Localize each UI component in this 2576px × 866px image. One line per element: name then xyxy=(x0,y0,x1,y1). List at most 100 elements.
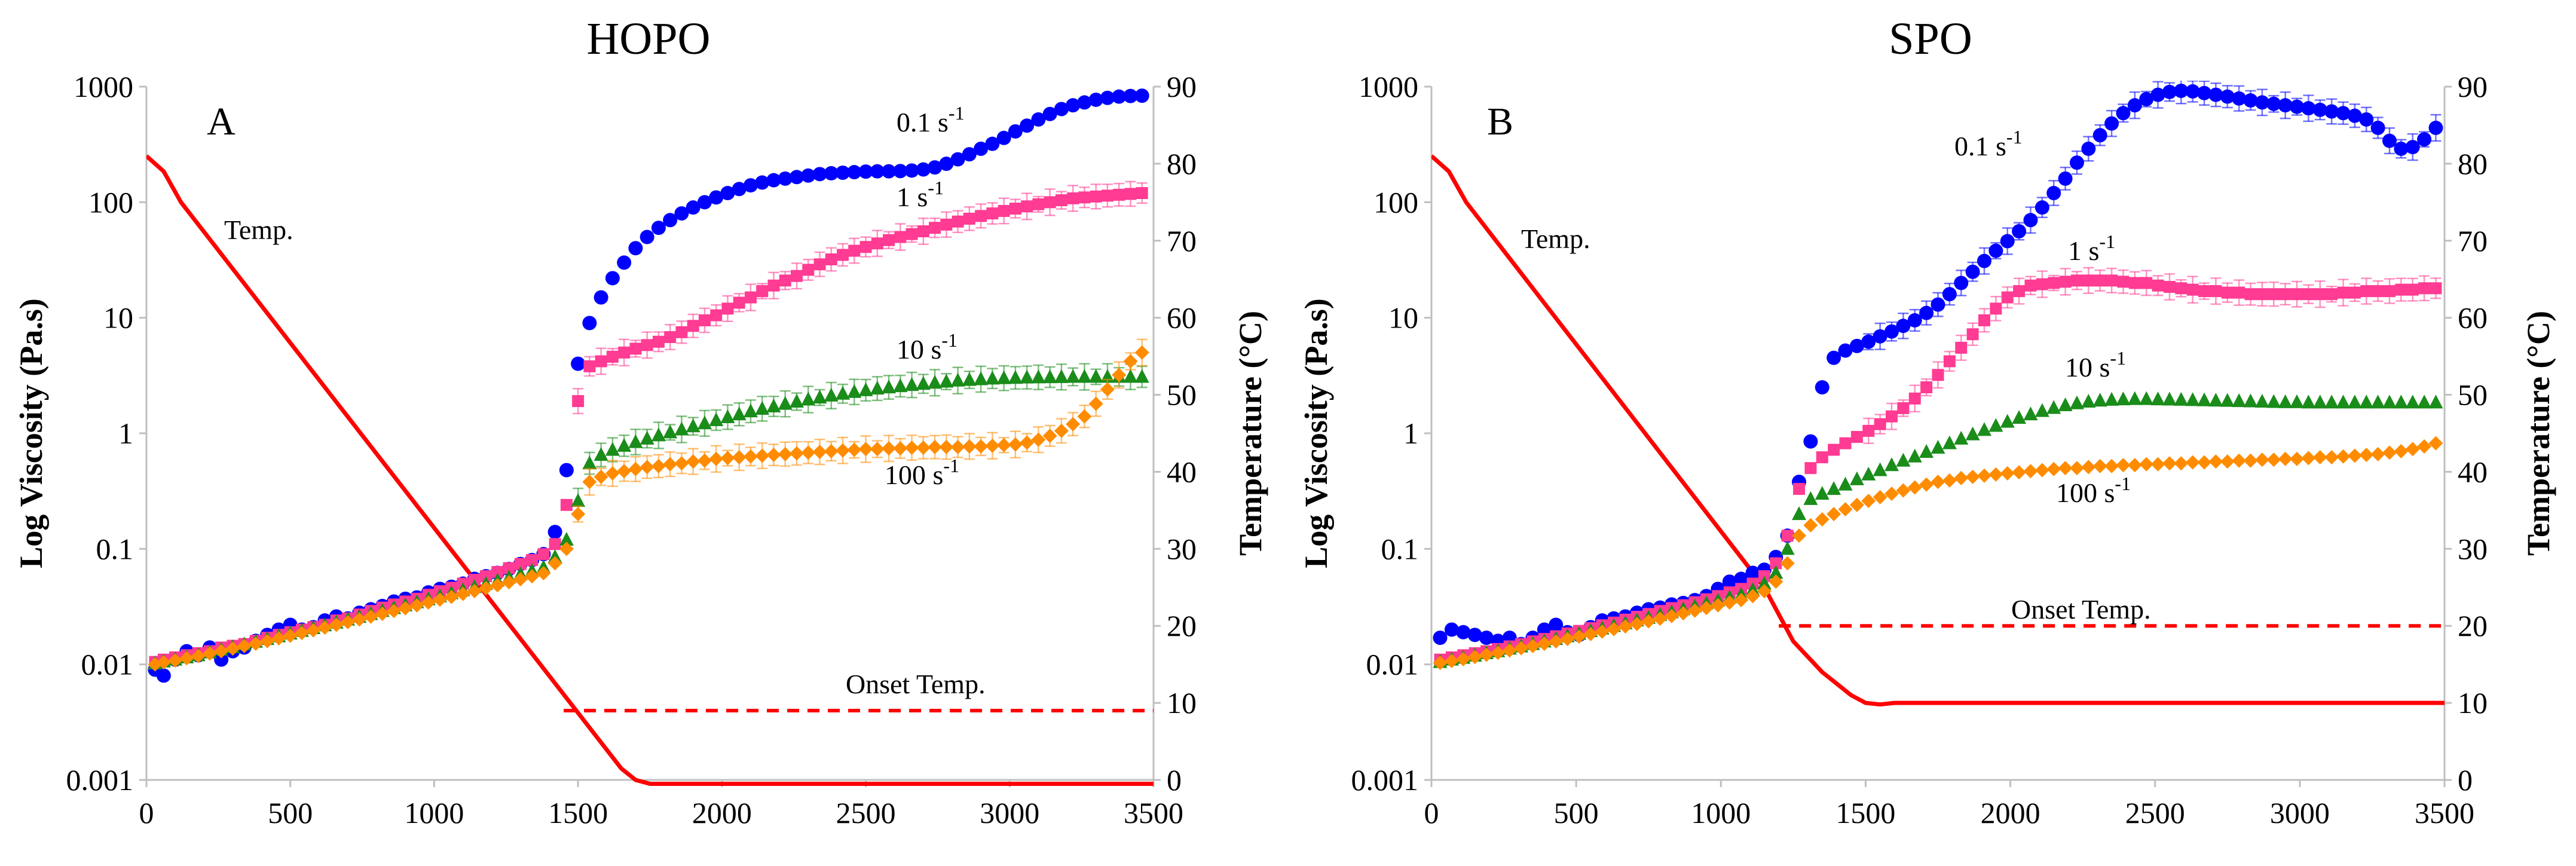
temp-annotation: Temp. xyxy=(1521,224,1590,254)
data-point-0p1s1 xyxy=(2116,106,2131,121)
data-point-1s1 xyxy=(629,342,642,355)
y2-tick-label: 20 xyxy=(1167,609,1197,642)
data-point-10s1 xyxy=(1907,448,1922,463)
data-point-0p1s1 xyxy=(2301,101,2316,116)
data-point-0p1s1 xyxy=(1873,329,1887,344)
data-point-100s1 xyxy=(571,507,586,522)
data-point-1s1 xyxy=(1078,191,1091,204)
data-point-0p1s1 xyxy=(1884,324,1899,339)
data-point-100s1 xyxy=(674,456,689,471)
y-tick-label: 0.001 xyxy=(66,763,134,797)
data-point-10s1 xyxy=(2417,394,2432,409)
data-point-0p1s1 xyxy=(1988,243,2003,258)
data-point-1s1 xyxy=(549,538,561,550)
data-point-0p1s1 xyxy=(2266,96,2281,111)
data-point-0p1s1 xyxy=(1134,88,1149,103)
data-point-100s1 xyxy=(479,581,494,596)
data-point-100s1 xyxy=(2104,458,2119,473)
data-point-0p1s1 xyxy=(1965,264,1980,279)
data-point-100s1 xyxy=(2208,454,2223,469)
data-point-100s1 xyxy=(1815,512,1829,527)
data-point-1s1 xyxy=(2406,283,2419,296)
data-point-100s1 xyxy=(1769,574,1783,589)
data-point-100s1 xyxy=(1722,595,1737,610)
data-point-0p1s1 xyxy=(1734,571,1749,586)
data-point-100s1 xyxy=(2254,452,2269,467)
data-point-10s1 xyxy=(697,415,712,430)
data-point-1s1 xyxy=(606,350,619,363)
data-point-100s1 xyxy=(1607,622,1622,637)
y-tick-label: 10 xyxy=(1388,301,1418,335)
data-point-100s1 xyxy=(2046,461,2061,476)
data-point-10s1 xyxy=(2347,394,2362,409)
data-point-100s1 xyxy=(928,440,943,455)
data-point-0p1s1 xyxy=(547,525,562,540)
data-point-1s1 xyxy=(1770,557,1782,570)
data-point-0p1s1 xyxy=(1066,98,1081,113)
data-point-0p1s1 xyxy=(996,130,1011,145)
data-point-1s1 xyxy=(2268,288,2280,301)
data-point-0p1s1 xyxy=(1745,565,1760,580)
data-point-10s1 xyxy=(2278,394,2293,408)
data-point-10s1 xyxy=(893,378,908,393)
y-tick-label: 10 xyxy=(103,301,133,335)
y2-axis-label: Temperature (°C) xyxy=(1232,311,1268,556)
data-point-1s1 xyxy=(664,331,677,344)
data-point-0p1s1 xyxy=(744,178,758,193)
data-point-10s1 xyxy=(1873,462,1887,476)
data-point-100s1 xyxy=(1618,619,1633,634)
data-point-100s1 xyxy=(1595,624,1610,639)
data-point-1s1 xyxy=(2372,285,2384,298)
data-point-10s1 xyxy=(1757,576,1772,590)
data-point-10s1 xyxy=(1988,418,2003,432)
data-point-1s1 xyxy=(813,258,826,271)
data-point-100s1 xyxy=(1827,507,1841,522)
y2-tick-label: 80 xyxy=(1167,147,1197,180)
rate-label-100: 100 s-1 xyxy=(885,455,959,490)
data-point-0p1s1 xyxy=(836,165,850,180)
data-point-0p1s1 xyxy=(559,463,574,478)
data-point-10s1 xyxy=(559,532,574,546)
data-point-100s1 xyxy=(870,442,885,457)
data-point-0p1s1 xyxy=(939,157,954,172)
data-point-100s1 xyxy=(1849,497,1864,512)
data-point-10s1 xyxy=(2092,393,2107,407)
data-point-10s1 xyxy=(1008,370,1023,384)
data-point-100s1 xyxy=(1537,637,1552,651)
data-point-100s1 xyxy=(2428,436,2443,451)
data-point-1s1 xyxy=(2337,286,2349,299)
data-point-10s1 xyxy=(2382,394,2397,409)
data-point-1s1 xyxy=(2140,277,2153,289)
data-point-1s1 xyxy=(1862,424,1875,437)
data-point-100s1 xyxy=(628,461,643,476)
data-point-0p1s1 xyxy=(732,182,747,197)
data-point-10s1 xyxy=(974,371,989,385)
data-point-0p1s1 xyxy=(2162,84,2177,99)
data-point-100s1 xyxy=(2290,451,2305,466)
data-point-100s1 xyxy=(1803,518,1818,533)
data-point-0p1s1 xyxy=(2382,133,2397,148)
data-point-10s1 xyxy=(766,398,781,412)
data-point-10s1 xyxy=(2220,393,2235,407)
temperature-line xyxy=(146,154,1154,786)
data-point-1s1 xyxy=(698,314,711,326)
data-point-0p1s1 xyxy=(2347,108,2362,123)
data-point-100s1 xyxy=(2139,457,2154,472)
data-point-10s1 xyxy=(1919,444,1934,458)
y-tick-label: 100 xyxy=(88,185,133,219)
data-point-100s1 xyxy=(1884,486,1899,501)
data-point-10s1 xyxy=(1861,466,1876,481)
data-point-1s1 xyxy=(1897,402,1910,414)
data-point-10s1 xyxy=(2197,392,2212,406)
y-tick-label: 1 xyxy=(118,417,133,450)
data-point-1s1 xyxy=(1978,314,1990,326)
data-point-100s1 xyxy=(1907,480,1922,495)
data-point-1s1 xyxy=(2326,288,2338,301)
data-point-100s1 xyxy=(882,441,897,456)
data-point-100s1 xyxy=(974,439,989,454)
data-point-100s1 xyxy=(858,442,873,457)
data-point-1s1 xyxy=(1932,369,1944,381)
data-point-0p1s1 xyxy=(2232,91,2247,106)
data-point-0p1s1 xyxy=(1838,343,1853,358)
data-point-0p1s1 xyxy=(778,171,793,186)
